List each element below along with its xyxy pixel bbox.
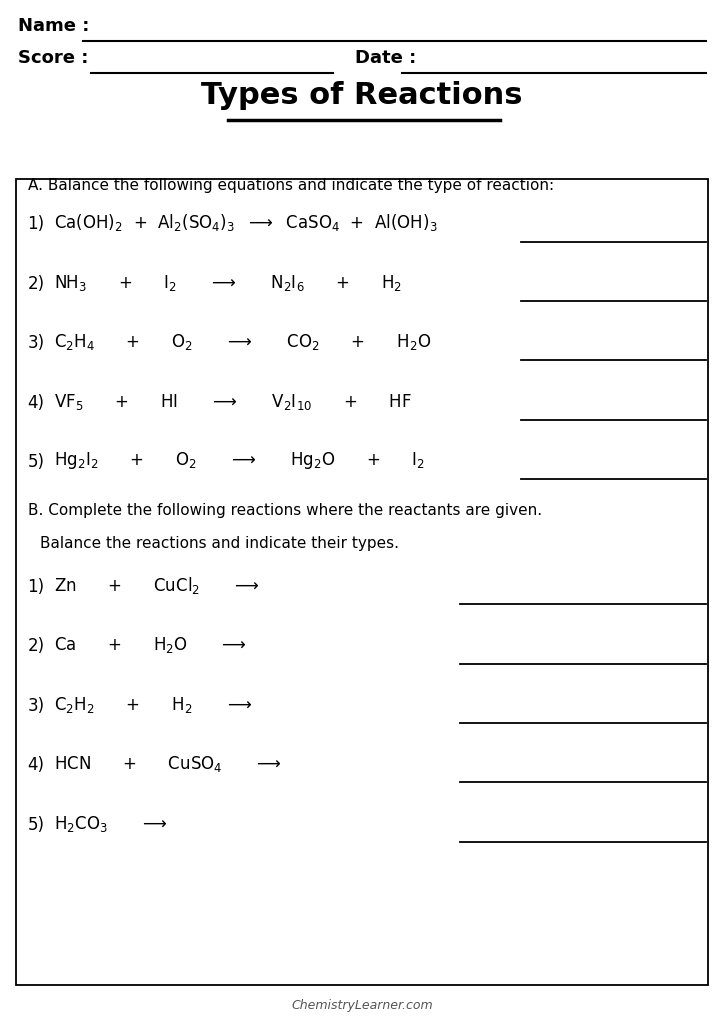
Text: A. Balance the following equations and indicate the type of reaction:: A. Balance the following equations and i… <box>28 177 554 193</box>
Text: 5): 5) <box>28 453 44 471</box>
Text: Ca      +      H$_2$O      $\longrightarrow$: Ca + H$_2$O $\longrightarrow$ <box>54 635 247 655</box>
Text: H$_2$CO$_3$      $\longrightarrow$: H$_2$CO$_3$ $\longrightarrow$ <box>54 813 167 834</box>
Text: ChemistryLearner.com: ChemistryLearner.com <box>291 998 433 1012</box>
Text: 4): 4) <box>28 756 44 774</box>
Text: VF$_5$      +      HI      $\longrightarrow$      V$_2$I$_{10}$      +      HF: VF$_5$ + HI $\longrightarrow$ V$_2$I$_{1… <box>54 391 412 412</box>
Text: Balance the reactions and indicate their types.: Balance the reactions and indicate their… <box>40 536 399 551</box>
Text: Date :: Date : <box>355 48 416 67</box>
Text: 2): 2) <box>28 637 45 655</box>
Text: 2): 2) <box>28 274 45 293</box>
Text: NH$_3$      +      I$_2$      $\longrightarrow$      N$_2$I$_6$      +      H$_2: NH$_3$ + I$_2$ $\longrightarrow$ N$_2$I$… <box>54 272 403 293</box>
Text: Name :: Name : <box>18 16 90 35</box>
Text: 3): 3) <box>28 334 45 352</box>
Text: C$_2$H$_4$      +      O$_2$      $\longrightarrow$      CO$_2$      +      H$_2: C$_2$H$_4$ + O$_2$ $\longrightarrow$ CO$… <box>54 332 432 352</box>
Text: 3): 3) <box>28 696 45 715</box>
Text: Ca(OH)$_2$  +  Al$_2$(SO$_4$)$_3$  $\longrightarrow$  CaSO$_4$  +  Al(OH)$_3$: Ca(OH)$_2$ + Al$_2$(SO$_4$)$_3$ $\longri… <box>54 212 438 233</box>
Bar <box>16 179 708 985</box>
Text: 5): 5) <box>28 815 44 834</box>
Text: 1): 1) <box>28 578 45 596</box>
Text: Hg$_2$I$_2$      +      O$_2$      $\longrightarrow$      Hg$_2$O      +      I$: Hg$_2$I$_2$ + O$_2$ $\longrightarrow$ Hg… <box>54 450 426 471</box>
Text: B. Complete the following reactions where the reactants are given.: B. Complete the following reactions wher… <box>28 503 542 518</box>
Text: Types of Reactions: Types of Reactions <box>201 81 523 110</box>
Text: 1): 1) <box>28 215 45 233</box>
Text: HCN      +      CuSO$_4$      $\longrightarrow$: HCN + CuSO$_4$ $\longrightarrow$ <box>54 754 282 774</box>
Text: 4): 4) <box>28 393 44 412</box>
Text: Score :: Score : <box>18 48 88 67</box>
Text: C$_2$H$_2$      +      H$_2$      $\longrightarrow$: C$_2$H$_2$ + H$_2$ $\longrightarrow$ <box>54 694 253 715</box>
Text: Zn      +      CuCl$_2$      $\longrightarrow$: Zn + CuCl$_2$ $\longrightarrow$ <box>54 574 260 596</box>
